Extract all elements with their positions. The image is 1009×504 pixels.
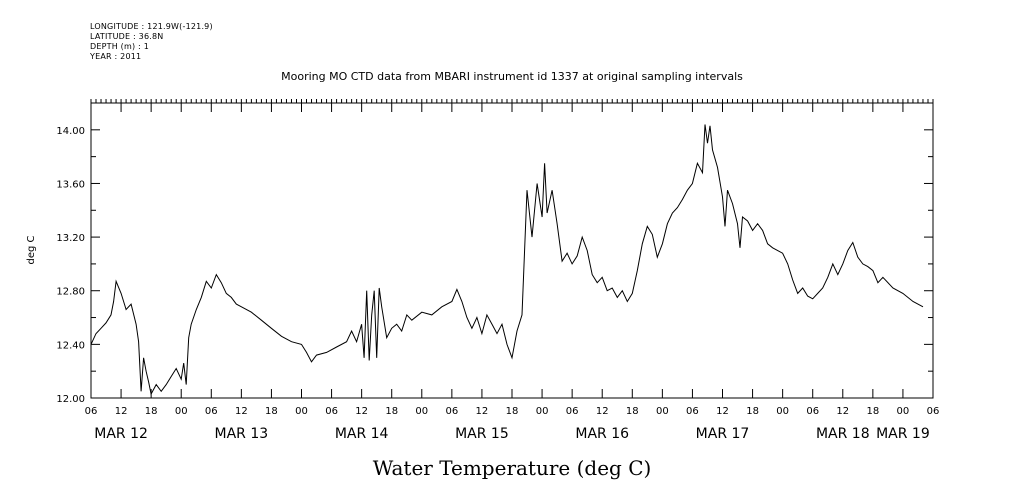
- x-tick-label: 12: [716, 406, 729, 417]
- x-tick-label: 00: [536, 406, 549, 417]
- y-tick-label: 12.40: [56, 340, 85, 351]
- x-day-label: MAR 15: [455, 426, 509, 442]
- x-axis: 06 12 18 00 06 12 18 00 06 12 18 00 06 12 18 00 06 12 18 00…: [85, 103, 940, 442]
- year-label: YEAR : 2011: [90, 52, 142, 61]
- x-tick-label: 06: [566, 406, 579, 417]
- x-tick-label: 00: [897, 406, 910, 417]
- plot-frame: [90, 102, 934, 399]
- x-tick-label: 12: [596, 406, 609, 417]
- x-tick-label: 00: [415, 406, 428, 417]
- x-tick-label: 06: [927, 406, 940, 417]
- x-tick-label: 12: [115, 406, 128, 417]
- series-line: [90, 124, 924, 396]
- x-axis-label: Water Temperature (deg C): [373, 456, 652, 480]
- y-tick-label: 12.80: [56, 287, 85, 298]
- x-tick-label: 12: [476, 406, 489, 417]
- x-day-label: MAR 19: [876, 426, 930, 442]
- y-axis-label: deg C: [26, 235, 37, 264]
- x-day-label: MAR 17: [696, 426, 750, 442]
- x-tick-label: 18: [866, 406, 879, 417]
- x-tick-label: 18: [506, 406, 519, 417]
- x-day-label: MAR 14: [335, 426, 389, 442]
- x-tick-label: 18: [145, 406, 158, 417]
- x-day-label: MAR 13: [215, 426, 269, 442]
- station-metadata: LONGITUDE : 121.9W(-121.9) LATITUDE : 36…: [90, 22, 213, 62]
- x-tick-label: 00: [295, 406, 308, 417]
- chart-title: Mooring MO CTD data from MBARI instrumen…: [281, 70, 743, 83]
- x-tick-label: 06: [205, 406, 218, 417]
- longitude-label: LONGITUDE : 121.9W(-121.9): [90, 22, 213, 31]
- x-tick-label: 06: [686, 406, 699, 417]
- x-tick-label: 18: [385, 406, 398, 417]
- x-tick-label: 12: [836, 406, 849, 417]
- top-minor-ticks: [90, 99, 934, 103]
- latitude-label: LATITUDE : 36.8N: [90, 32, 164, 41]
- y-tick-label: 14.00: [56, 126, 85, 137]
- y-tick-label: 13.20: [56, 233, 85, 244]
- x-tick-label: 06: [85, 406, 98, 417]
- x-tick-label: 18: [746, 406, 759, 417]
- x-tick-label: 12: [355, 406, 368, 417]
- x-day-label: MAR 12: [94, 426, 148, 442]
- plot-border: [90, 102, 934, 399]
- x-tick-label: 06: [445, 406, 458, 417]
- y-tick-label: 13.60: [56, 179, 85, 190]
- depth-label: DEPTH (m) : 1: [90, 42, 149, 51]
- x-day-label: MAR 18: [816, 426, 870, 442]
- y-tick-label: 12.00: [56, 394, 85, 405]
- x-tick-label: 06: [325, 406, 338, 417]
- x-tick-label: 18: [626, 406, 639, 417]
- x-tick-label: 18: [265, 406, 278, 417]
- x-tick-label: 00: [175, 406, 188, 417]
- x-tick-label: 00: [776, 406, 789, 417]
- x-tick-label: 00: [656, 406, 669, 417]
- series-group: [90, 124, 924, 396]
- x-tick-label: 12: [235, 406, 248, 417]
- x-day-label: MAR 16: [575, 426, 629, 442]
- x-tick-label: 06: [806, 406, 819, 417]
- y-axis: 12.00 12.40 12.80 13.20 13.60 14.00: [56, 102, 933, 405]
